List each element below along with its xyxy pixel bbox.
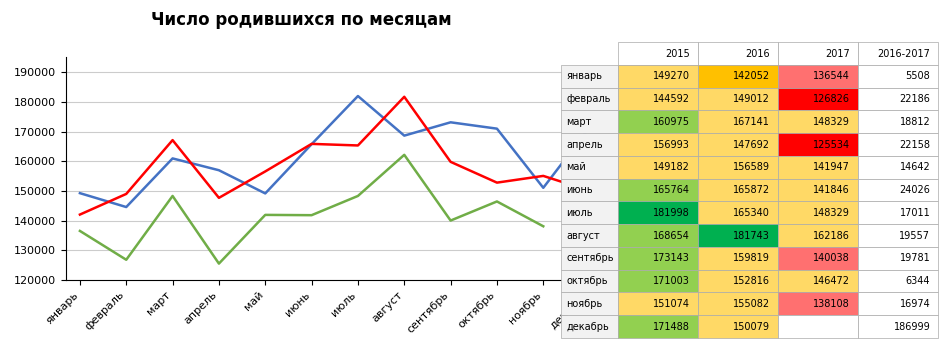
- 2017: [353, 194, 364, 198]
- 2016: [259, 169, 271, 174]
- 2015: [259, 191, 271, 196]
- 2016: [584, 188, 595, 193]
- 2015: [306, 142, 317, 146]
- 2017: [538, 224, 549, 228]
- 2015: [491, 126, 503, 131]
- Legend: 2015, 2016, 2017: 2015, 2016, 2017: [99, 0, 339, 2]
- 2015: [445, 120, 456, 125]
- 2016: [445, 160, 456, 164]
- 2017: [306, 213, 317, 217]
- 2015: [353, 94, 364, 98]
- 2017: [491, 199, 503, 204]
- 2015: [121, 205, 132, 209]
- 2016: [491, 181, 503, 185]
- Text: Число родившихся по месяцам: Число родившихся по месяцам: [152, 11, 452, 29]
- 2016: [538, 174, 549, 178]
- Line: 2016: 2016: [80, 97, 589, 215]
- 2016: [167, 138, 178, 142]
- Line: 2015: 2015: [80, 96, 589, 207]
- 2015: [167, 156, 178, 160]
- 2017: [213, 261, 224, 266]
- 2016: [399, 95, 410, 99]
- 2017: [259, 213, 271, 217]
- 2017: [74, 229, 86, 233]
- 2016: [213, 196, 224, 200]
- 2017: [399, 153, 410, 157]
- 2017: [167, 194, 178, 198]
- 2017: [445, 218, 456, 223]
- 2015: [399, 134, 410, 138]
- Line: 2017: 2017: [80, 155, 543, 264]
- 2015: [213, 168, 224, 172]
- 2016: [353, 143, 364, 148]
- 2015: [584, 125, 595, 129]
- 2017: [121, 258, 132, 262]
- 2016: [121, 192, 132, 196]
- 2015: [538, 186, 549, 190]
- 2016: [306, 142, 317, 146]
- 2016: [74, 213, 86, 217]
- 2015: [74, 191, 86, 195]
